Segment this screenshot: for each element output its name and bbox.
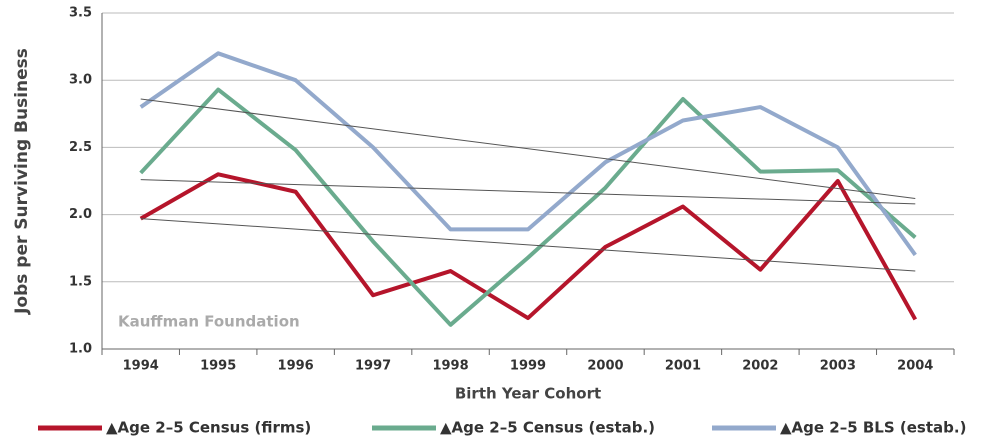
y-axis-label: Jobs per Surviving Business xyxy=(12,48,32,315)
legend-label: ▲Age 2–5 Census (firms) xyxy=(106,419,311,437)
legend-label: ▲Age 2–5 Census (estab.) xyxy=(440,419,655,437)
series-line xyxy=(139,172,918,321)
trend-line xyxy=(140,218,916,272)
y-tick-label: 2.5 xyxy=(69,140,92,155)
x-tick-label: 2002 xyxy=(742,359,778,374)
x-tick-label: 1996 xyxy=(278,359,314,374)
trend-line xyxy=(140,98,916,199)
series-line xyxy=(139,51,917,257)
x-tick-label: 2003 xyxy=(820,359,856,374)
x-axis-label: Birth Year Cohort xyxy=(455,385,601,403)
y-tick-label: 1.0 xyxy=(69,342,92,357)
trend-line xyxy=(140,179,916,205)
watermark: Kauffman Foundation xyxy=(118,313,300,331)
y-tick-label: 2.0 xyxy=(69,207,92,222)
y-tick-label: 1.5 xyxy=(69,274,92,289)
x-tick-label: 2004 xyxy=(897,359,933,374)
x-tick-label: 1998 xyxy=(432,359,468,374)
series-line xyxy=(139,87,917,327)
x-tick-label: 2001 xyxy=(665,359,701,374)
y-tick-label: 3.0 xyxy=(69,73,92,88)
x-tick-label: 1994 xyxy=(123,359,159,374)
y-tick-label: 3.5 xyxy=(69,6,92,21)
x-tick-label: 1999 xyxy=(510,359,546,374)
x-tick-label: 1995 xyxy=(200,359,236,374)
legend-label: ▲Age 2–5 BLS (estab.) xyxy=(780,419,966,437)
x-tick-label: 2000 xyxy=(587,359,623,374)
x-tick-label: 1997 xyxy=(355,359,391,374)
